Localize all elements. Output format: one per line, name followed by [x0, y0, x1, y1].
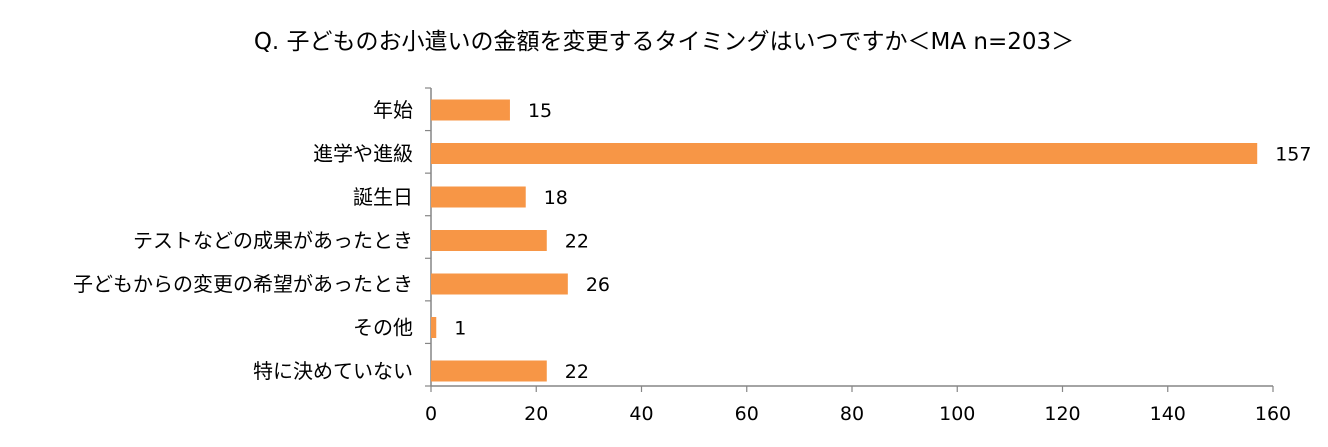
x-tick-label: 120: [1044, 403, 1080, 425]
x-tick-label: 100: [939, 403, 975, 425]
bar: [431, 360, 547, 382]
value-label: 157: [1275, 144, 1311, 166]
value-label: 22: [565, 361, 589, 383]
bar: [431, 317, 437, 338]
value-label: 22: [565, 231, 589, 253]
x-tick-label: 40: [629, 403, 653, 425]
bar: [431, 99, 510, 121]
x-tick-label: 140: [1150, 403, 1186, 425]
value-label: 18: [544, 187, 568, 209]
bar: [431, 273, 568, 295]
x-tick-label: 60: [735, 403, 759, 425]
bar: [431, 230, 547, 251]
category-label: 年始: [373, 98, 413, 122]
category-label: 子どもからの変更の希望があったとき: [73, 272, 413, 296]
chart-title: Q. 子どものお小遣いの金額を変更するタイミングはいつですか＜MA n=203＞: [253, 29, 1075, 55]
category-label: 進学や進級: [313, 142, 413, 166]
category-label: 誕生日: [353, 185, 413, 209]
x-tick-label: 160: [1255, 403, 1291, 425]
x-tick-label: 80: [840, 403, 864, 425]
x-tick-label: 0: [425, 403, 437, 425]
category-label: 特に決めていない: [253, 359, 413, 383]
x-tick-label: 20: [524, 403, 548, 425]
value-label: 1: [454, 318, 466, 340]
value-label: 26: [586, 274, 610, 296]
category-label: その他: [353, 316, 413, 340]
bar: [431, 186, 526, 208]
value-label: 15: [528, 100, 552, 122]
category-label: テストなどの成果があったとき: [133, 229, 413, 253]
bar: [431, 143, 1258, 164]
